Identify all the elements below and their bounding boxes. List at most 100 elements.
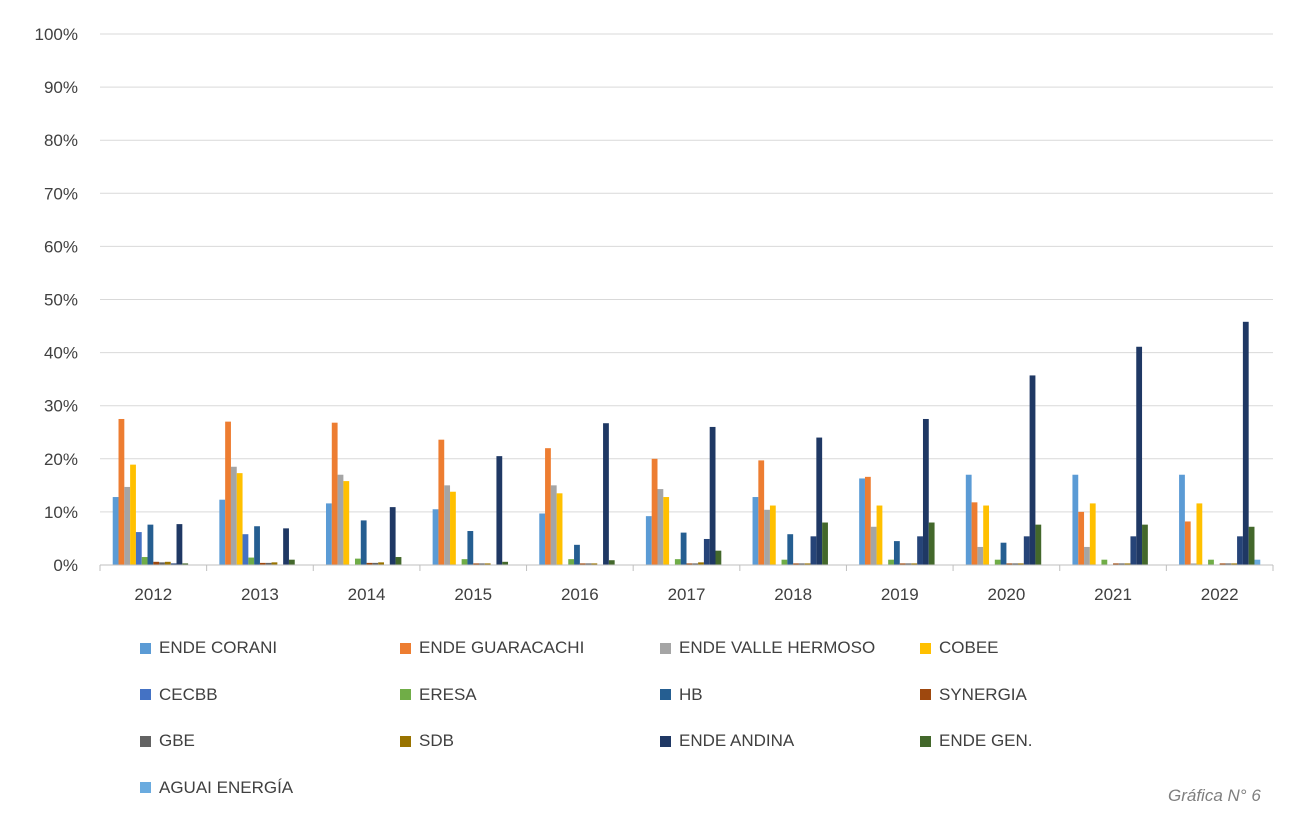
legend-label: ENDE GUARACACHI	[419, 638, 585, 657]
legend-swatch	[920, 642, 931, 654]
bar	[922, 418, 929, 565]
legend-item: SDB	[400, 725, 660, 757]
y-tick-label: 80%	[44, 131, 78, 150]
x-tick-label: 2017	[668, 585, 706, 604]
legend-item: ENDE GEN.	[920, 725, 1140, 757]
bar	[1035, 524, 1042, 565]
y-tick-label: 50%	[44, 291, 78, 310]
bar	[230, 466, 237, 565]
bar	[219, 499, 226, 565]
bar	[271, 562, 278, 565]
bar	[1225, 563, 1232, 565]
bar	[608, 560, 615, 565]
bar	[1254, 559, 1261, 565]
legend-label: GBE	[159, 731, 195, 750]
bar	[550, 485, 557, 565]
bar	[1196, 503, 1203, 565]
bar-chart: 0%10%20%30%40%50%60%70%80%90%100% 2012 20…	[35, 25, 1274, 604]
bar	[265, 562, 272, 565]
y-tick-label: 20%	[44, 450, 78, 469]
bar	[585, 563, 592, 565]
x-tick-label: 2016	[561, 585, 599, 604]
legend-swatch	[660, 642, 671, 654]
bar	[917, 536, 923, 565]
y-tick-label: 100%	[35, 25, 78, 44]
bar	[432, 509, 439, 565]
bar	[715, 550, 722, 565]
bar	[1136, 346, 1143, 565]
bar	[556, 493, 563, 565]
bar	[236, 473, 243, 565]
bar	[242, 534, 249, 565]
x-tick-label: 2014	[348, 585, 386, 604]
bar	[1101, 559, 1108, 565]
legend-item: CECBB	[140, 679, 400, 711]
bar	[1184, 521, 1191, 565]
bar	[118, 418, 125, 565]
bar	[170, 563, 177, 565]
bar	[876, 505, 883, 565]
bar	[467, 531, 474, 565]
bar	[1118, 563, 1125, 565]
bar	[591, 563, 598, 565]
legend-item: ERESA	[400, 679, 660, 711]
bar	[822, 522, 828, 565]
bar	[159, 562, 165, 565]
bar	[325, 503, 332, 565]
bar	[545, 448, 551, 565]
x-tick-label: 2013	[241, 585, 279, 604]
legend-item: GBE	[140, 725, 400, 757]
bar	[1130, 536, 1137, 565]
legend-swatch	[400, 689, 411, 700]
bar	[870, 526, 877, 565]
bar	[793, 563, 799, 565]
bar	[810, 536, 817, 565]
bar	[579, 563, 586, 565]
bar	[864, 476, 871, 565]
bar	[354, 558, 361, 565]
legend-item: SYNERGIA	[920, 679, 1140, 711]
bar	[539, 513, 546, 565]
x-tick-label: 2022	[1201, 585, 1239, 604]
legend-item: COBEE	[920, 632, 1140, 664]
gridlines	[100, 33, 1273, 513]
bar	[124, 486, 131, 565]
bar	[450, 491, 456, 565]
legend-item: ENDE ANDINA	[660, 725, 920, 757]
bar	[971, 502, 978, 565]
bar	[395, 557, 402, 565]
y-tick-label: 30%	[44, 397, 78, 416]
bar	[905, 563, 912, 565]
legend-swatch	[140, 642, 151, 654]
bar	[787, 534, 794, 565]
y-tick-label: 60%	[44, 237, 78, 256]
bar	[657, 489, 664, 565]
bar	[781, 559, 788, 565]
legend-item: ENDE CORANI	[140, 632, 400, 664]
bar	[899, 563, 906, 565]
x-tick-label: 2018	[774, 585, 812, 604]
bar	[112, 497, 119, 565]
bar	[994, 559, 1001, 565]
bar	[816, 437, 823, 565]
legend-label: ENDE ANDINA	[679, 731, 795, 750]
bar	[130, 464, 136, 565]
bar	[651, 458, 658, 565]
bar	[893, 541, 900, 565]
bar	[1142, 524, 1148, 565]
bar	[1006, 563, 1013, 565]
legend-item: HB	[660, 679, 920, 711]
bar	[1208, 559, 1214, 565]
bar	[698, 562, 704, 565]
bar	[496, 456, 503, 565]
bar	[674, 559, 681, 565]
bar	[360, 520, 367, 565]
bar	[568, 559, 575, 565]
x-axis-ticks: 2012 2013 2014 2015 2016 2017 2018 2019 2020 2021…	[134, 585, 1238, 604]
bar	[182, 563, 189, 565]
bar	[343, 481, 350, 565]
bar	[1012, 563, 1019, 565]
bar	[798, 563, 805, 565]
bar	[479, 563, 485, 565]
